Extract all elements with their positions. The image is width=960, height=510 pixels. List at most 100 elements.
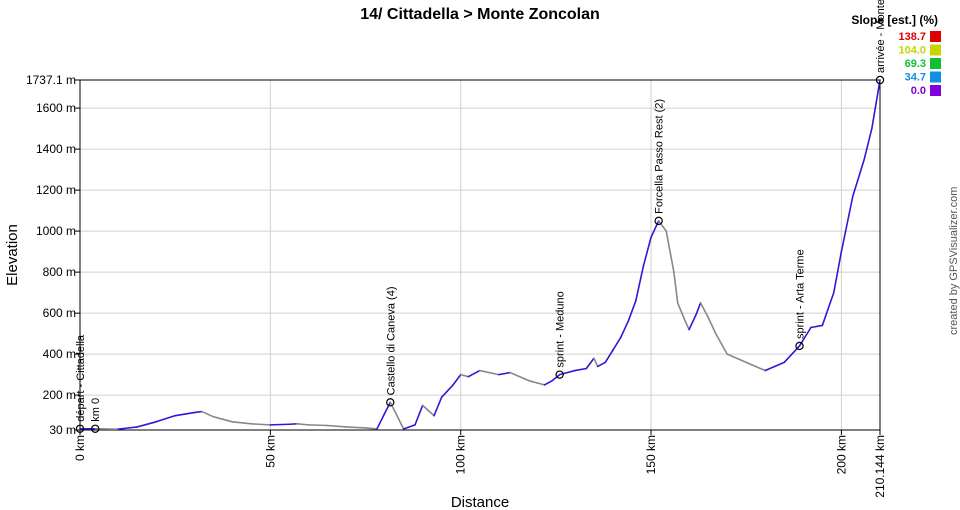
legend-swatch <box>930 58 941 69</box>
legend-swatch <box>930 85 941 96</box>
grid <box>79 79 881 431</box>
waypoint-marker <box>75 424 85 433</box>
profile-segment <box>699 302 709 319</box>
legend-entry-label: 69.3 <box>905 58 926 70</box>
waypoint-marker <box>91 424 100 433</box>
waypoint-markers: départ - Cittadella km 0 Castello di Canev… <box>75 0 887 433</box>
waypoint-label: arrivée - Monte Zoncolan <box>875 0 887 73</box>
legend-swatch <box>930 71 941 83</box>
profile-segment <box>421 404 435 417</box>
profile-segment <box>395 412 405 430</box>
y-axis-ticks: 30 m 200 m 400 m 600 m 800 m 1000 m 1200 m 1400… <box>26 73 80 437</box>
profile-segment <box>863 127 873 161</box>
profile-segment <box>433 396 443 417</box>
profile-segment <box>269 423 291 426</box>
profile-segment <box>714 332 728 355</box>
profile-segment <box>543 379 553 386</box>
profile-segment <box>596 361 607 368</box>
profile-segment <box>440 384 454 398</box>
legend-entry-label: 138.7 <box>898 31 926 43</box>
plot-frame <box>79 79 881 431</box>
profile-segment <box>593 357 599 368</box>
x-tick-label: 200 km <box>834 435 848 474</box>
profile-segment <box>193 410 203 414</box>
profile-segment <box>551 373 561 382</box>
profile-segment <box>212 415 234 423</box>
profile-segment <box>414 404 424 426</box>
profile-segment <box>136 420 157 428</box>
profile-segment <box>402 424 416 430</box>
y-tick-label: 1400 m <box>36 142 76 156</box>
x-tick-label: 50 km <box>263 435 277 468</box>
legend-entry-label: 0.0 <box>911 85 926 97</box>
waypoint-label: départ - Cittadella <box>75 334 87 422</box>
profile-segment <box>810 324 824 329</box>
profile-segment <box>852 158 866 198</box>
profile-segment <box>650 220 660 239</box>
profile-segment <box>467 369 481 378</box>
profile-segment <box>821 291 835 327</box>
y-tick-label: 1600 m <box>36 101 76 115</box>
profile-segment <box>376 412 386 430</box>
legend-entry-label: 104.0 <box>898 45 926 57</box>
y-axis-label: Elevation <box>4 224 21 286</box>
y-tick-label: 600 m <box>43 306 76 320</box>
slope-legend: Slope [est.] (%) 138.7 104.069.3 34.70.0 <box>851 13 941 97</box>
waypoint-label: Forcella Passo Rest (2) <box>654 99 666 214</box>
profile-segment <box>840 195 854 253</box>
x-tick-label: 100 km <box>454 435 468 474</box>
profile-segment <box>676 302 687 323</box>
profile-segment <box>201 410 215 418</box>
chart-title: 14/ Cittadella > Monte Zoncolan <box>360 6 600 23</box>
profile-segment <box>604 349 614 364</box>
waypoint-label: sprint - Meduno <box>555 291 567 367</box>
profile-segment <box>657 220 668 232</box>
profile-segment <box>326 424 348 428</box>
profile-segment <box>459 373 470 378</box>
profile-segment <box>509 371 531 382</box>
profile-segment <box>383 401 392 415</box>
legend-title: Slope [est.] (%) <box>851 13 938 27</box>
legend-swatch <box>930 44 941 56</box>
profile-segment <box>688 312 698 331</box>
profile-segment <box>174 411 196 417</box>
profile-segment <box>307 424 329 427</box>
waypoint-marker <box>795 341 804 351</box>
legend-swatch <box>930 31 941 42</box>
profile-segment <box>726 353 748 364</box>
profile-segment <box>296 423 310 426</box>
profile-segment <box>635 265 645 302</box>
profile-segment <box>364 427 378 430</box>
waypoint-label: km 0 <box>90 398 102 422</box>
waypoint-marker <box>654 216 663 226</box>
profile-segment <box>684 320 690 331</box>
x-tick-label: 150 km <box>644 435 658 474</box>
profile-segment <box>250 423 272 426</box>
profile-segment <box>673 271 679 304</box>
y-tick-label: 800 m <box>43 265 76 279</box>
y-tick-label: 1000 m <box>36 224 76 238</box>
profile-segment <box>695 302 702 314</box>
profile-segment <box>707 316 717 335</box>
credit-text: created by GPSVisualizer.com <box>948 187 960 335</box>
profile-segment <box>117 426 138 430</box>
x-axis-ticks: 0 km 50 km 100 km 150 km 200 km 210.144 km <box>73 430 887 498</box>
profile-segment <box>528 379 546 386</box>
x-axis-label: Distance <box>451 494 509 510</box>
profile-segment <box>155 414 176 423</box>
profile-segment <box>745 361 767 372</box>
legend-entry-label: 34.7 <box>905 72 926 84</box>
elevation-profile-line <box>79 79 881 430</box>
y-tick-label: 1737.1 m <box>26 73 76 87</box>
y-tick-label: 1200 m <box>36 183 76 197</box>
profile-segment <box>642 236 652 267</box>
profile-segment <box>585 357 595 370</box>
x-tick-label: 210.144 km <box>873 435 887 498</box>
profile-segment <box>832 250 843 294</box>
y-tick-label: 400 m <box>43 347 76 361</box>
profile-segment <box>345 426 367 429</box>
profile-segment <box>452 373 462 386</box>
y-tick-label: 30 m <box>49 423 76 437</box>
profile-segment <box>612 336 622 351</box>
y-tick-label: 200 m <box>43 388 76 402</box>
